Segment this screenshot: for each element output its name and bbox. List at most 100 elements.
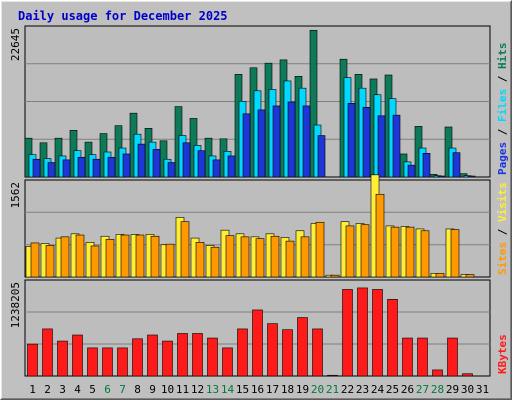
x-tick-day-9: 9 — [149, 383, 156, 396]
chart-panels: 22645 Pages / Files / Hits 1562 Sites / Vis… — [9, 25, 509, 377]
x-tick-day-15: 15 — [236, 383, 249, 396]
bar-sites-day-3 — [60, 236, 70, 278]
x-tick-day-23: 23 — [356, 383, 369, 396]
bar-sites-day-19 — [300, 236, 310, 278]
series-hits — [24, 29, 468, 178]
bar-hits-day-20 — [309, 29, 318, 178]
bar-pages-day-28 — [437, 175, 446, 178]
bar-sites-day-15 — [240, 236, 250, 278]
x-tick-day-30: 30 — [461, 383, 474, 396]
legend-separator: / — [496, 122, 509, 142]
y-axis-max-label: 1562 — [9, 182, 22, 209]
x-tick-day-24: 24 — [371, 383, 385, 396]
x-tick-day-2: 2 — [44, 383, 51, 396]
x-tick-day-22: 22 — [341, 383, 354, 396]
bar-pages-day-19 — [302, 105, 311, 178]
bar-pages-day-4 — [77, 156, 86, 178]
bar-sites-day-14 — [225, 235, 235, 278]
bar-sites-day-4 — [75, 234, 85, 278]
bar-pages-day-14 — [227, 155, 236, 178]
panel-hits-files-pages: 22645 Pages / Files / Hits — [9, 25, 509, 178]
bar-sites-day-6 — [105, 238, 115, 278]
bar-kbytes-day-11 — [177, 333, 188, 377]
x-tick-day-1: 1 — [29, 383, 36, 396]
legend-files: Files — [496, 89, 509, 122]
bar-sites-day-27 — [420, 230, 430, 278]
bar-kbytes-day-17 — [267, 323, 278, 377]
bar-pages-day-30 — [467, 175, 476, 178]
bar-kbytes-day-10 — [162, 340, 173, 377]
x-tick-day-17: 17 — [266, 383, 279, 396]
bar-pages-day-27 — [422, 153, 431, 178]
bar-pages-day-26 — [407, 164, 416, 178]
series-kbytes — [27, 287, 473, 377]
x-tick-day-11: 11 — [176, 383, 189, 396]
x-tick-day-6: 6 — [104, 383, 111, 396]
legend-separator: / — [496, 69, 509, 89]
legend-separator: / — [496, 222, 509, 242]
bar-kbytes-day-7 — [117, 347, 128, 377]
legend-pages: Pages — [496, 142, 509, 175]
x-tick-day-10: 10 — [161, 383, 174, 396]
x-tick-day-5: 5 — [89, 383, 96, 396]
x-tick-day-18: 18 — [281, 383, 294, 396]
bar-kbytes-day-1 — [27, 343, 38, 377]
bar-kbytes-day-12 — [192, 333, 203, 377]
legend-visits-sites: Sites / Visits — [496, 182, 509, 275]
legend-visits: Visits — [496, 182, 509, 222]
x-tick-day-4: 4 — [74, 383, 81, 396]
bar-kbytes-day-25 — [387, 299, 398, 377]
bar-sites-day-21 — [330, 274, 340, 278]
bar-kbytes-day-26 — [402, 337, 413, 377]
bar-kbytes-day-9 — [147, 334, 158, 377]
legend-hits: Hits — [496, 43, 509, 70]
bar-pages-day-17 — [272, 105, 281, 178]
bar-pages-day-25 — [392, 114, 401, 178]
bar-kbytes-day-21 — [327, 374, 338, 377]
bar-sites-day-17 — [270, 235, 280, 278]
bar-sites-day-26 — [405, 226, 415, 278]
x-tick-day-26: 26 — [401, 383, 414, 396]
bar-sites-day-10 — [165, 243, 175, 278]
bar-kbytes-day-5 — [87, 347, 98, 377]
bar-pages-day-1 — [32, 158, 41, 178]
bar-kbytes-day-27 — [417, 337, 428, 377]
x-tick-day-21: 21 — [326, 383, 339, 396]
x-tick-day-14: 14 — [221, 383, 235, 396]
bar-pages-day-24 — [377, 115, 386, 178]
legend-kbytes: KBytes — [496, 334, 509, 374]
bar-pages-day-10 — [167, 162, 176, 178]
x-tick-day-13: 13 — [206, 383, 219, 396]
x-axis-labels: 1 2 3 4 5 6 7 8 9 10 11 12 13 14 15 16 17 18 19 20 21 22 23 24 2… — [29, 383, 489, 396]
bar-kbytes-day-24 — [372, 289, 383, 377]
x-tick-day-19: 19 — [296, 383, 309, 396]
bar-kbytes-day-23 — [357, 287, 368, 377]
bar-pages-day-29 — [452, 152, 461, 178]
bar-sites-day-22 — [345, 225, 355, 278]
bar-sites-day-12 — [195, 242, 205, 278]
bar-kbytes-day-2 — [42, 328, 53, 377]
bar-kbytes-day-4 — [72, 334, 83, 377]
bar-pages-day-18 — [287, 101, 296, 178]
bar-pages-day-15 — [242, 113, 251, 178]
bar-pages-day-7 — [122, 153, 131, 178]
bar-pages-day-12 — [197, 150, 206, 178]
legend-hits-files-pages: Pages / Files / Hits — [496, 43, 509, 176]
bar-sites-day-11 — [180, 221, 190, 278]
y-axis-max-label: 1238205 — [9, 282, 22, 328]
series-files — [28, 77, 472, 178]
bar-kbytes-day-13 — [207, 337, 218, 377]
x-tick-day-31: 31 — [476, 383, 489, 396]
bar-kbytes-day-28 — [432, 369, 443, 377]
bar-pages-day-22 — [347, 103, 356, 178]
bar-pages-day-5 — [92, 158, 101, 178]
bar-kbytes-day-18 — [282, 329, 293, 377]
bar-kbytes-day-19 — [297, 317, 308, 377]
x-tick-day-12: 12 — [191, 383, 204, 396]
bar-sites-day-29 — [450, 229, 460, 278]
bar-sites-day-24 — [375, 193, 385, 278]
bar-kbytes-day-20 — [312, 328, 323, 377]
